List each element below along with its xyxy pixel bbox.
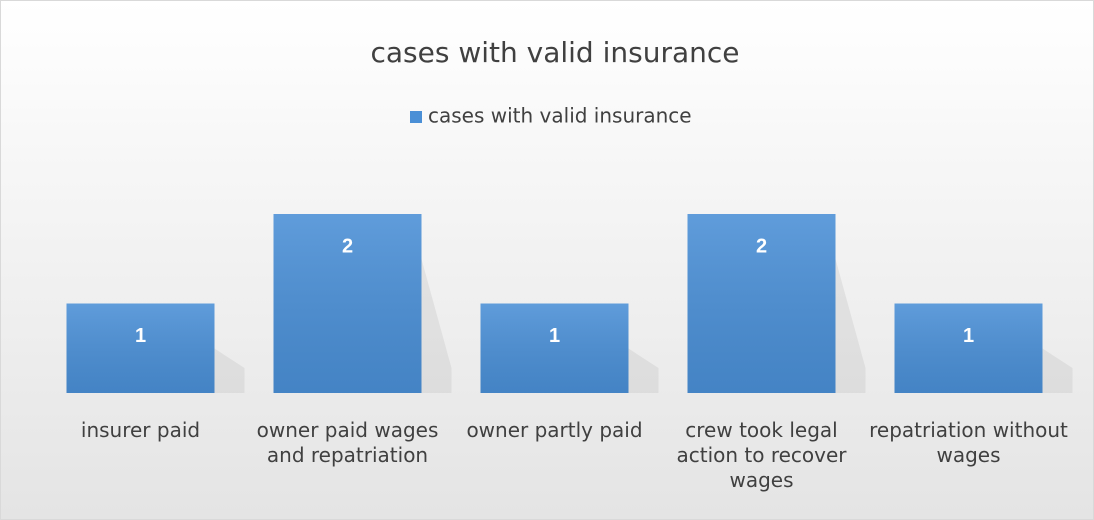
bar-sheen — [894, 303, 1043, 393]
legend-label: cases with valid insurance — [428, 104, 692, 128]
data-label: 1 — [963, 325, 974, 347]
bar-shadow — [421, 259, 452, 393]
bar-shadow — [214, 348, 245, 393]
x-tick-label: owner paid wages and repatriation — [256, 418, 439, 467]
bar-shadow — [835, 259, 866, 393]
data-label: 2 — [342, 235, 353, 257]
bar-sheen — [66, 303, 215, 393]
bar-sheen — [687, 214, 836, 393]
bar-sheen — [273, 214, 422, 393]
x-tick-label: repatriation without wages — [869, 418, 1068, 467]
bar-sheen — [480, 303, 629, 393]
data-label: 1 — [549, 325, 560, 347]
data-label: 2 — [756, 235, 767, 257]
legend-swatch — [410, 111, 422, 123]
x-tick-label: owner partly paid — [466, 418, 643, 442]
chart-title: cases with valid insurance — [370, 36, 739, 69]
data-label: 1 — [135, 325, 146, 347]
bar-shadow — [1042, 348, 1073, 393]
x-tick-label: crew took legal action to recover wages — [676, 418, 847, 492]
bar-shadow — [628, 348, 659, 393]
x-tick-label: insurer paid — [80, 418, 201, 442]
